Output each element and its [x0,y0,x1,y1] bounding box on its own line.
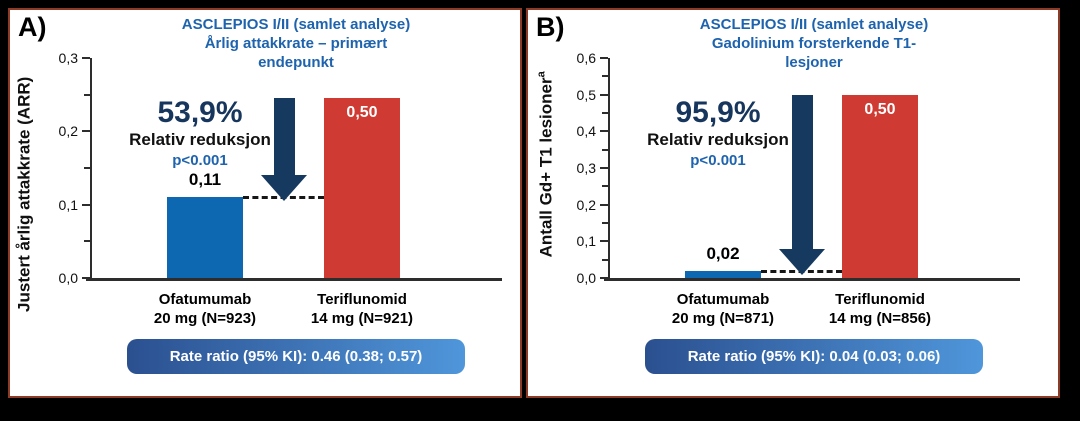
chart-a-title: ASCLEPIOS I/II (samlet analyse) Årlig at… [106,15,486,72]
bar-value-ofatumumab: 0,02 [706,243,740,263]
reduction-arrow-head [261,175,307,202]
y-tick-minor [84,240,90,243]
y-tick-minor [602,222,608,224]
chart-a-y-axis-label: Justert årlig attakkrate (ARR) [14,76,34,312]
chart-b-title: ASCLEPIOS I/II (samlet analyse) Gadolini… [624,15,1004,72]
y-tick-label: 0,0 [576,270,596,286]
y-tick-major [600,93,608,96]
chart-a-title-line2: Årlig attakkrate – primært [204,35,388,52]
reduction-arrow-head [779,248,825,275]
y-tick-major [82,130,90,133]
x-axis [604,278,1020,281]
chart-a-annotation: 53,9% Relativ reduksjon p<0.001 [70,96,330,171]
y-tick-label: 0,3 [576,160,596,176]
chart-b-title-line3: lesjoner [785,54,843,71]
chart-a-title-line1: ASCLEPIOS I/II (samlet analyse) [181,16,411,33]
bar-value-ofatumumab: 0,11 [188,170,222,190]
p-value: p<0.001 [690,152,746,169]
y-tick-major [600,57,608,59]
y-tick-major [600,277,608,279]
y-tick-label: 0,1 [576,233,596,250]
y-tick-minor [602,258,608,261]
category-ofatumumab: Ofatumumab 20 mg (N=871) [671,291,775,327]
panel-b-label: B) [536,12,565,42]
reduction-arrow-shaft [274,98,295,176]
rate-ratio-badge: Rate ratio (95% KI): 0.04 (0.03; 0.06) [645,339,983,374]
y-tick-major [600,167,608,169]
chart-b-y-axis-label: Antall Gd+ T1 lesionera [535,71,556,258]
y-tick-minor [84,167,90,169]
bar-ofatumumab [167,197,243,278]
relative-reduction-label: Relativ reduksjon [129,130,271,149]
panel-b: B) ASCLEPIOS I/II (samlet analyse) Gadol… [526,8,1060,398]
y-tick-minor [602,148,608,151]
bar-value-teriflunomid: 0,50 [864,100,896,118]
y-tick-label: 0,0 [58,270,78,286]
bar-value-teriflunomid: 0,50 [346,104,378,122]
y-axis [90,58,92,280]
panel-a: A) ASCLEPIOS I/II (samlet analyse) Årlig… [8,8,522,398]
y-tick-minor [602,112,608,114]
y-tick-major [82,57,90,59]
y-tick-label: 0,4 [576,123,596,140]
category-teriflunomid: Teriflunomid 14 mg (N=856) [828,291,932,327]
category-ofatumumab: Ofatumumab 20 mg (N=923) [153,291,257,327]
y-tick-label: 0,1 [58,196,78,213]
chart-a-title-line3: endepunkt [258,54,334,71]
y-tick-label: 0,3 [58,50,78,66]
y-axis [608,58,610,280]
category-teriflunomid: Teriflunomid 14 mg (N=921) [310,291,414,327]
relative-reduction-percent: 95,9% [675,96,761,129]
panel-a-label: A) [18,12,47,42]
y-tick-major [82,203,90,206]
chart-b-title-line2: Gadolinium forsterkende T1- [711,35,917,52]
x-axis [86,278,502,281]
y-tick-minor [602,185,608,188]
bar-teriflunomid [324,98,400,278]
y-tick-label: 0,2 [576,196,596,213]
y-tick-label: 0,6 [576,50,596,66]
reduction-arrow-shaft [792,94,813,249]
relative-reduction-percent: 53,9% [157,96,243,129]
relative-reduction-label: Relativ reduksjon [647,130,789,149]
p-value: p<0.001 [172,152,228,169]
y-tick-label: 0,2 [58,123,78,140]
y-tick-major [600,240,608,243]
chart-b-title-line1: ASCLEPIOS I/II (samlet analyse) [699,16,929,33]
bar-teriflunomid [842,94,918,278]
rate-ratio-badge: Rate ratio (95% KI): 0.46 (0.38; 0.57) [127,339,465,374]
y-tick-label: 0,5 [576,86,596,103]
y-tick-major [600,130,608,133]
y-tick-major [600,203,608,206]
y-tick-minor [84,93,90,96]
y-tick-minor [602,75,608,78]
bar-ofatumumab [685,270,761,278]
chart-b-annotation: 95,9% Relativ reduksjon p<0.001 [588,96,848,171]
y-tick-major [82,277,90,279]
